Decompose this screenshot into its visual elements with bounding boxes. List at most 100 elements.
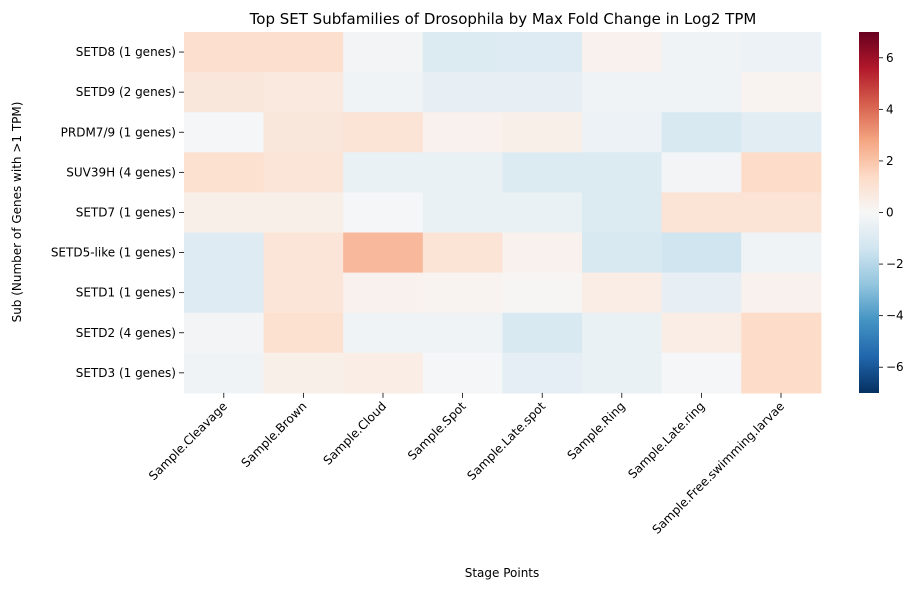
heatmap-cell [741,112,822,153]
x-tick-label: Sample.Spot [405,399,469,463]
heatmap-cell [661,352,742,394]
heatmap-cell [661,272,742,314]
y-tick-label: SETD5-like (1 genes) [51,246,176,260]
heatmap-cell [582,152,663,193]
heatmap-cell [582,112,663,153]
heatmap-cell [263,232,344,274]
heatmap-cell [741,312,822,354]
x-tick-label: Sample.Free.swimming.larvae [649,399,787,537]
heatmap-cell [343,312,424,354]
heatmap-cell [422,312,503,354]
heatmap-cell [582,312,663,354]
heatmap-cell [661,192,742,234]
heatmap-cell [343,272,424,314]
colorbar-tick-label: −6 [886,360,904,374]
colorbar-tick-label: −4 [886,309,904,323]
y-tick-label: SETD3 (1 genes) [76,366,176,380]
heatmap-cell [422,232,503,274]
heatmap-cell [263,352,344,394]
heatmap-cell [184,232,265,274]
heatmap-cell [422,352,503,394]
y-axis-label: Sub (Number of Genes with >1 TPM) [10,102,24,323]
colorbar-ticks: −6 −4 −2 0 2 4 6 [879,51,904,374]
heatmap-cell [263,112,344,153]
x-tick-label: Sample.Cleavage [146,399,230,483]
heatmap-cell [422,72,503,113]
heatmap-cell [741,352,822,394]
x-tick-label: Sample.Late.spot [464,399,548,483]
y-tick-label: SETD9 (2 genes) [76,85,176,99]
heatmap-cell [184,112,265,153]
x-tick-label: Sample.Cloud [320,399,389,468]
y-tick-label: SETD8 (1 genes) [76,45,176,59]
heatmap-cell [422,152,503,193]
chart-title: Top SET Subfamilies of Drosophila by Max… [249,10,757,28]
heatmap-cell [184,192,265,234]
y-tick-label: SUV39H (4 genes) [66,165,176,179]
y-tick-label: PRDM7/9 (1 genes) [61,125,176,139]
heatmap-cell [741,72,822,113]
heatmap-cell [184,72,265,113]
colorbar: −6 −4 −2 0 2 4 6 [859,32,904,393]
heatmap-cell [741,152,822,193]
heatmap-cell [343,192,424,234]
heatmap-cell [582,32,663,73]
heatmap-cell [741,32,822,73]
heatmap-cell [502,32,583,73]
heatmap-cell [502,72,583,113]
heatmap-cells [184,32,822,394]
heatmap-cell [343,152,424,193]
heatmap-cell [502,352,583,394]
heatmap-cell [502,112,583,153]
heatmap-cell [741,192,822,234]
heatmap-cell [184,152,265,193]
heatmap-cell [343,72,424,113]
x-tick-label: Sample.Late.ring [625,399,707,481]
heatmap-cell [263,192,344,234]
colorbar-tick-label: 6 [886,51,894,65]
heatmap-cell [343,112,424,153]
heatmap-cell [661,32,742,73]
heatmap-cell [502,152,583,193]
colorbar-tick-label: 2 [886,154,894,168]
heatmap-cell [343,32,424,73]
heatmap-cell [263,72,344,113]
heatmap-cell [343,352,424,394]
heatmap-cell [263,272,344,314]
colorbar-tick-label: −2 [886,257,904,271]
heatmap-cell [502,192,583,234]
heatmap-cell [502,232,583,274]
heatmap-cell [263,312,344,354]
heatmap-cell [263,32,344,73]
heatmap-cell [184,32,265,73]
y-tick-label: SETD1 (1 genes) [76,286,176,300]
heatmap-cell [502,272,583,314]
heatmap-cell [582,272,663,314]
heatmap-cell [502,312,583,354]
heatmap-cell [741,232,822,274]
heatmap-cell [582,72,663,113]
heatmap-cell [661,112,742,153]
heatmap-cell [582,352,663,394]
heatmap-cell [422,272,503,314]
y-tick-label: SETD7 (1 genes) [76,205,176,219]
heatmap-cell [661,152,742,193]
heatmap-cell [343,232,424,274]
heatmap-cell [741,272,822,314]
x-tick-label: Sample.Ring [564,399,627,462]
heatmap-cell [184,272,265,314]
heatmap-cell [661,312,742,354]
colorbar-gradient [859,32,879,393]
y-axis-ticks: SETD8 (1 genes) SETD9 (2 genes) PRDM7/9 (1… [51,45,184,380]
heatmap-cell [661,72,742,113]
heatmap-cell [184,312,265,354]
y-tick-label: SETD2 (4 genes) [76,326,176,340]
heatmap-cell [661,232,742,274]
heatmap-cell [422,192,503,234]
colorbar-tick-label: 0 [886,206,894,220]
x-tick-label: Sample.Brown [238,399,309,470]
x-axis-label: Stage Points [465,566,540,580]
heatmap-cell [422,112,503,153]
heatmap-cell [184,352,265,394]
